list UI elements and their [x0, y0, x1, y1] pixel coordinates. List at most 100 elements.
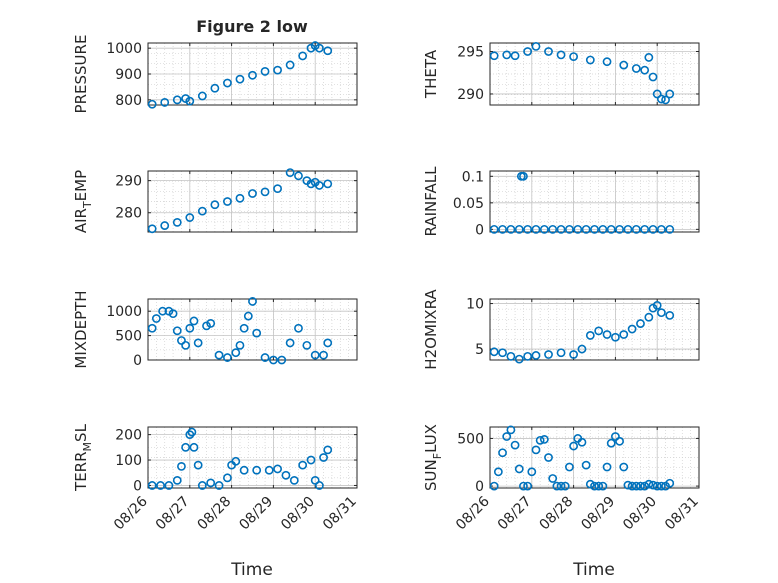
- data-point: [231, 456, 241, 466]
- y-axis-label: THETA: [422, 49, 440, 99]
- data-point: [506, 224, 516, 234]
- y-tick-label: 0.1: [462, 169, 484, 185]
- panel-theta: 290 295 THETA: [422, 41, 700, 106]
- data-point: [656, 94, 666, 104]
- data-point: [531, 41, 541, 51]
- data-series: [147, 427, 333, 490]
- data-point: [640, 224, 650, 234]
- data-point: [636, 319, 645, 328]
- y-tick-label: 1000: [106, 41, 142, 57]
- data-point: [514, 354, 524, 364]
- axes-box: [147, 170, 358, 233]
- axes-box: [489, 170, 700, 233]
- data-point: [577, 344, 587, 354]
- data-point: [210, 83, 220, 93]
- data-point: [598, 224, 608, 234]
- data-point: [306, 455, 316, 465]
- data-point: [602, 462, 612, 472]
- data-point: [661, 95, 670, 105]
- data-point: [260, 187, 270, 197]
- data-point: [552, 481, 562, 491]
- data-point: [531, 445, 541, 455]
- data-series: [147, 41, 333, 109]
- data-point: [531, 351, 541, 360]
- data-point: [239, 465, 249, 475]
- data-point: [160, 98, 170, 107]
- data-point: [506, 351, 516, 361]
- data-point: [569, 441, 578, 451]
- data-point: [248, 189, 257, 198]
- data-point: [652, 481, 662, 491]
- data-point: [644, 312, 654, 322]
- data-point: [314, 43, 324, 53]
- data-point: [644, 53, 654, 62]
- data-point: [193, 338, 203, 348]
- data-point: [615, 224, 624, 234]
- data-point: [323, 179, 333, 189]
- data-point: [164, 481, 174, 490]
- y-tick-label: 1000: [106, 304, 142, 320]
- data-series: [489, 171, 675, 234]
- data-point: [636, 481, 645, 491]
- data-point: [168, 309, 178, 319]
- data-point: [519, 481, 528, 491]
- data-point: [193, 460, 203, 470]
- data-point: [498, 448, 507, 458]
- data-point: [210, 200, 220, 210]
- data-point: [598, 481, 608, 491]
- data-point: [493, 467, 503, 477]
- data-point: [151, 314, 161, 323]
- data-point: [565, 224, 574, 234]
- data-point: [252, 465, 262, 475]
- data-point: [264, 465, 274, 475]
- data-point: [556, 224, 566, 234]
- y-tick-label: 0: [475, 479, 484, 495]
- data-point: [581, 460, 591, 470]
- data-point: [648, 224, 658, 234]
- y-tick-label: 900: [115, 67, 142, 83]
- data-point: [523, 47, 533, 56]
- data-point: [235, 193, 245, 203]
- data-point: [156, 481, 165, 490]
- data-point: [235, 340, 245, 350]
- data-point: [172, 326, 182, 336]
- data-point: [585, 331, 595, 340]
- data-point: [656, 308, 666, 318]
- data-point: [239, 323, 249, 333]
- data-point: [585, 55, 595, 65]
- data-point: [214, 481, 224, 490]
- y-tick-label: 500: [115, 329, 142, 345]
- data-point: [319, 453, 328, 462]
- data-point: [556, 481, 566, 491]
- data-point: [569, 350, 578, 359]
- data-point: [506, 425, 516, 435]
- data-point: [243, 311, 253, 321]
- y-tick-label: 500: [457, 431, 484, 447]
- data-point: [273, 65, 282, 75]
- axes-box: [489, 298, 700, 361]
- panel-rainfall: 0 0.05 0.1 RAINFALL: [422, 166, 700, 238]
- y-tick-label: 290: [115, 174, 142, 190]
- data-series: [489, 300, 675, 364]
- y-tick-label: 100: [115, 453, 142, 469]
- panel-h2omixra: 5 10 H2OMIXRA: [422, 289, 700, 370]
- data-point: [206, 318, 216, 328]
- data-point: [606, 438, 616, 448]
- data-point: [223, 353, 232, 362]
- data-point: [665, 310, 675, 320]
- data-point: [298, 460, 308, 470]
- data-point: [185, 213, 195, 222]
- data-point: [281, 470, 291, 480]
- data-point: [181, 442, 191, 452]
- data-point: [158, 306, 168, 316]
- y-tick-label: 10: [466, 297, 484, 313]
- data-point: [147, 99, 157, 109]
- data-point: [489, 224, 499, 234]
- x-axis-label-left: Time: [230, 560, 273, 580]
- data-point: [627, 481, 637, 491]
- data-point: [631, 481, 641, 491]
- data-point: [273, 464, 282, 474]
- data-point: [665, 478, 675, 488]
- data-point: [502, 432, 512, 441]
